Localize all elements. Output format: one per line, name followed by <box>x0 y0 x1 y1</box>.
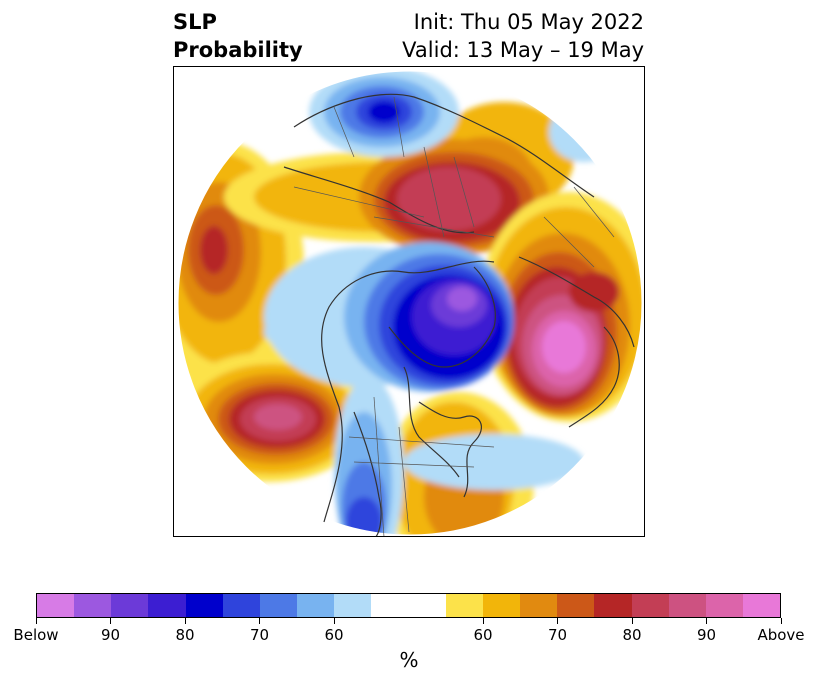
title-variable: SLP <box>173 10 217 34</box>
colorbar-tick <box>706 618 707 624</box>
colorbar-cell-4 <box>185 594 223 617</box>
colorbar-label: 90 <box>696 626 717 644</box>
anomaly-ne-pacific <box>178 352 369 482</box>
colorbar-tick <box>35 618 37 624</box>
colorbar-cell-5 <box>222 594 260 617</box>
colorbar-cell-7 <box>297 594 335 617</box>
anomaly-arctic-low <box>264 242 584 490</box>
map-title: SLP Probability <box>173 8 303 64</box>
probability-field <box>178 71 642 535</box>
colorbar-cell-10 <box>408 594 446 617</box>
colorbar-cell-14 <box>557 594 595 617</box>
colorbar-cell-0 <box>37 594 75 617</box>
colorbar-cell-19 <box>742 594 781 617</box>
colorbar-cell-1 <box>74 594 112 617</box>
colorbar-tick <box>780 618 782 624</box>
colorbar-label: 80 <box>175 626 195 644</box>
colorbar-tick <box>482 618 484 624</box>
title-metric: Probability <box>173 38 303 62</box>
colorbar-label: 70 <box>249 626 270 644</box>
anomaly-asia-low <box>309 71 459 157</box>
colorbar-cell-2 <box>111 594 149 617</box>
colorbar-cell-15 <box>594 594 632 617</box>
colorbar-tick <box>184 618 186 624</box>
colorbar-label: 70 <box>547 626 568 644</box>
colorbar-cell-3 <box>148 594 186 617</box>
colorbar-cell-8 <box>334 594 372 617</box>
probability-colorbar <box>36 593 781 618</box>
colorbar-label: 60 <box>473 626 493 644</box>
anomaly-europe <box>479 192 642 422</box>
country-borders <box>293 96 615 536</box>
colorbar-label: Below <box>13 626 59 644</box>
colorbar-label: 80 <box>622 626 642 644</box>
colorbar-tick <box>557 618 558 624</box>
map-canvas <box>177 70 643 536</box>
coastlines <box>283 93 635 536</box>
colorbar-label: 60 <box>324 626 344 644</box>
colorbar-unit: % <box>399 648 419 672</box>
colorbar-cell-6 <box>259 594 298 617</box>
probability-map <box>173 66 645 537</box>
date-info: Init: Thu 05 May 2022 Valid: 13 May – 19… <box>402 8 644 64</box>
colorbar-cell-16 <box>631 594 669 617</box>
valid-range: Valid: 13 May – 19 May <box>402 38 644 62</box>
colorbar-tick <box>259 618 260 624</box>
colorbar-tick <box>631 618 633 624</box>
colorbar-cell-18 <box>705 594 743 617</box>
colorbar-cell-12 <box>482 594 521 617</box>
colorbar-tick <box>110 618 111 624</box>
colorbar-label: Above <box>757 626 805 644</box>
colorbar-cell-13 <box>520 594 558 617</box>
colorbar-label: 90 <box>100 626 121 644</box>
init-date: Init: Thu 05 May 2022 <box>413 10 644 34</box>
colorbar-cell-11 <box>445 594 483 617</box>
colorbar-tick <box>333 618 335 624</box>
colorbar-cell-17 <box>668 594 706 617</box>
colorbar-cell-9 <box>371 594 409 617</box>
